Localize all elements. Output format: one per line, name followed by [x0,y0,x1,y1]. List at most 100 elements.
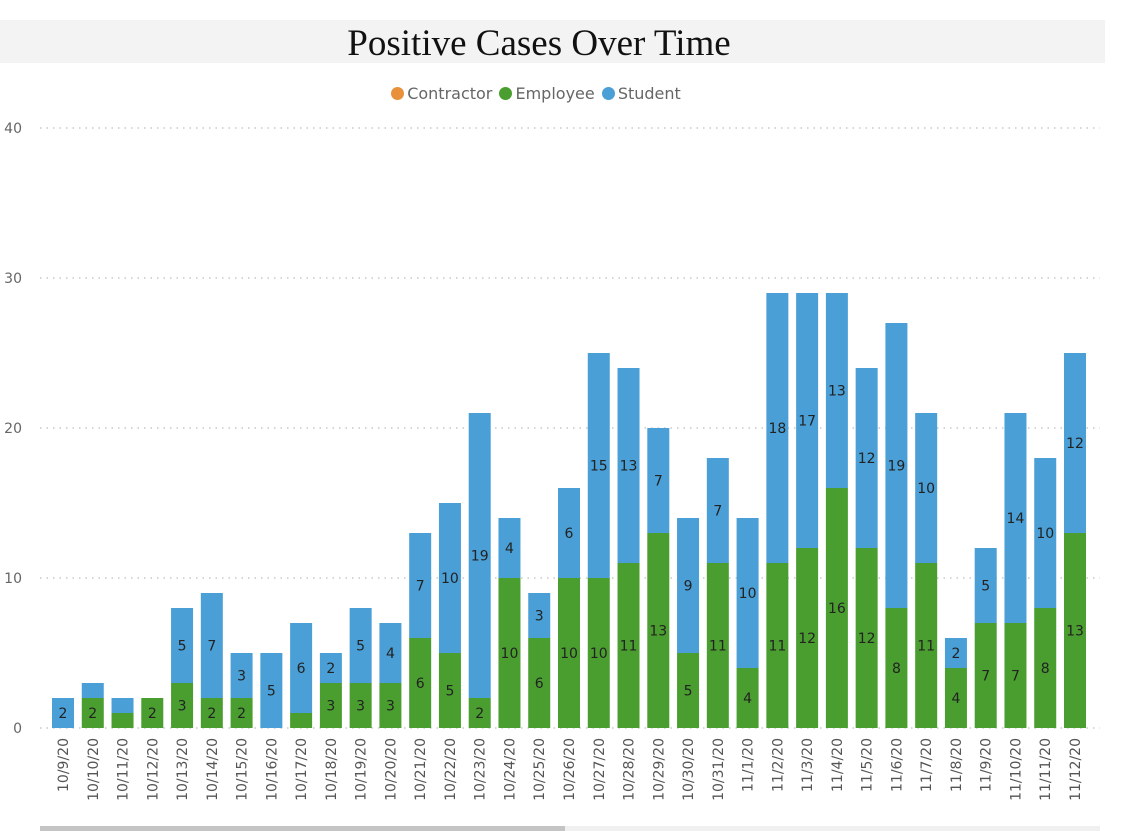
data-label: 6 [297,661,306,677]
scrollbar-thumb[interactable] [40,826,565,831]
bar-employee[interactable] [200,698,223,728]
data-label: 2 [951,646,960,662]
legend-item-student[interactable]: Student [601,84,681,103]
bar-employee[interactable] [944,668,967,728]
bar-student[interactable] [438,503,461,653]
x-tick-label: 10/24/20 [502,738,518,801]
bar-employee[interactable] [290,713,313,728]
y-tick-label: 40 [4,121,22,137]
bar-employee[interactable] [409,638,432,728]
bar-student[interactable] [558,488,580,578]
bar-employee[interactable] [111,713,134,728]
bar-employee[interactable] [171,683,194,728]
data-label: 12 [858,631,876,647]
bar-student[interactable] [617,368,640,563]
data-label: 3 [535,609,544,625]
bar-employee[interactable] [974,623,997,728]
bar-student[interactable] [319,653,342,683]
bar-student[interactable] [736,518,759,668]
x-tick-label: 10/9/20 [56,738,72,792]
x-tick-label: 10/19/20 [354,738,370,801]
bar-employee[interactable] [468,698,491,728]
bar-student[interactable] [1064,353,1086,533]
bar-employee[interactable] [677,653,700,728]
bar-student[interactable] [290,623,313,713]
bar-employee[interactable] [230,698,253,728]
bar-student[interactable] [260,653,283,728]
data-label: 5 [356,639,365,655]
bar-student[interactable] [647,428,670,533]
bar-employee[interactable] [587,578,610,728]
bar-student[interactable] [677,518,700,653]
bar-employee[interactable] [766,563,789,728]
bar-employee[interactable] [885,608,908,728]
bar-student[interactable] [825,293,848,488]
bar-student[interactable] [706,458,729,563]
bar-student[interactable] [587,353,610,578]
x-tick-label: 11/4/20 [830,738,846,792]
x-tick-label: 10/25/20 [532,738,548,801]
bar-student[interactable] [468,413,491,698]
bar-employee[interactable] [706,563,729,728]
bar-employee[interactable] [379,683,402,728]
bar-student[interactable] [349,608,372,683]
bar-employee[interactable] [736,668,759,728]
data-label: 18 [768,421,786,437]
data-label: 7 [981,669,990,685]
bar-student[interactable] [409,533,432,638]
data-label: 11 [620,639,638,655]
bar-student[interactable] [498,518,521,578]
bar-student[interactable] [974,548,997,623]
bar-employee[interactable] [825,488,848,728]
bar-employee[interactable] [1064,533,1086,728]
bar-employee[interactable] [855,548,878,728]
legend: Contractor Employee Student [0,84,1072,104]
bar-employee[interactable] [647,533,670,728]
bar-employee[interactable] [438,653,461,728]
bar-student[interactable] [1034,458,1057,608]
bar-employee[interactable] [915,563,938,728]
x-tick-label: 10/11/20 [116,738,132,801]
bar-employee[interactable] [319,683,342,728]
bar-employee[interactable] [141,698,164,728]
bar-student[interactable] [52,698,74,728]
legend-item-contractor[interactable]: Contractor [391,84,492,103]
bar-employee[interactable] [1034,608,1057,728]
bar-student[interactable] [915,413,938,563]
data-label: 7 [416,579,425,595]
bar-student[interactable] [200,593,223,698]
data-label: 11 [768,639,786,655]
bar-employee[interactable] [498,578,521,728]
bar-student[interactable] [528,593,551,638]
bar-student[interactable] [230,653,253,698]
bar-employee[interactable] [1004,623,1027,728]
bar-student[interactable] [81,683,104,698]
data-label: 13 [1066,624,1084,640]
bar-student[interactable] [885,323,908,608]
bar-student[interactable] [944,638,967,668]
scrollbar-track[interactable] [40,826,1100,831]
bar-employee[interactable] [558,578,580,728]
bar-student[interactable] [855,368,878,548]
bar-employee[interactable] [528,638,551,728]
x-tick-label: 10/10/20 [86,738,102,801]
y-tick-label: 0 [13,721,22,737]
bar-employee[interactable] [349,683,372,728]
data-label: 5 [981,579,990,595]
bar-student[interactable] [171,608,194,683]
bar-student[interactable] [379,623,402,683]
legend-label: Contractor [407,84,493,103]
bar-student[interactable] [766,293,789,563]
data-label: 12 [1066,436,1084,452]
bar-student[interactable] [111,698,134,713]
x-tick-label: 10/18/20 [324,738,340,801]
x-tick-label: 10/13/20 [175,738,191,801]
data-label: 7 [1011,669,1020,685]
data-label: 7 [207,639,216,655]
legend-item-employee[interactable]: Employee [499,84,595,103]
bar-employee[interactable] [796,548,819,728]
bar-employee[interactable] [81,698,104,728]
bar-employee[interactable] [617,563,640,728]
bar-student[interactable] [796,293,819,548]
bar-student[interactable] [1004,413,1027,623]
